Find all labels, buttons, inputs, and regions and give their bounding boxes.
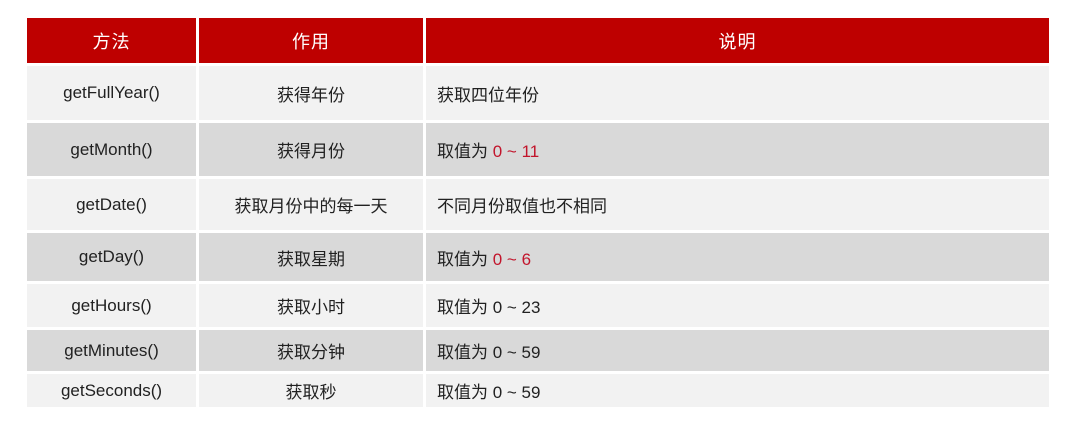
table-row: getSeconds() 获取秒 取值为 0 ~ 59 [27, 374, 1049, 407]
description-text: 取值为 [437, 142, 493, 161]
description-cell: 获取四位年份 [426, 66, 1049, 120]
method-cell: getMonth() [27, 123, 196, 176]
description-text: 不同月份取值也不相同 [437, 197, 607, 216]
description-cell: 取值为 0 ~ 59 [426, 374, 1049, 407]
method-cell: getMinutes() [27, 330, 196, 371]
method-cell: getHours() [27, 284, 196, 327]
column-header-method: 方法 [27, 18, 196, 63]
table-row: getDate() 获取月份中的每一天 不同月份取值也不相同 [27, 179, 1049, 230]
description-text: 获取四位年份 [437, 85, 539, 105]
table-row: getDay() 获取星期 取值为 0 ~ 6 [27, 233, 1049, 281]
table-row: getMinutes() 获取分钟 取值为 0 ~ 59 [27, 330, 1049, 371]
table-header-row: 方法 作用 说明 [27, 18, 1049, 63]
description-cell: 取值为 0 ~ 59 [426, 330, 1049, 371]
description-cell: 不同月份取值也不相同 [426, 179, 1049, 230]
description-highlight: 0 ~ 11 [492, 142, 540, 161]
description-text: 取值为 0 ~ 59 [437, 383, 541, 402]
role-cell: 获取分钟 [199, 330, 423, 371]
role-cell: 获得月份 [199, 123, 423, 176]
role-cell: 获得年份 [199, 66, 423, 120]
method-cell: getDate() [27, 179, 196, 230]
method-cell: getFullYear() [27, 66, 196, 120]
date-methods-table: 方法 作用 说明 getFullYear() 获得年份 获取四位年份 getMonth()… [24, 15, 1052, 410]
table-body: getFullYear() 获得年份 获取四位年份 getMonth() 获得月份 取值为… [27, 66, 1049, 407]
description-cell: 取值为 0 ~ 23 [426, 284, 1049, 327]
description-text: 取值为 [437, 249, 493, 269]
role-cell: 获取星期 [199, 233, 423, 281]
description-cell: 取值为 0 ~ 11 [426, 123, 1049, 176]
column-header-description: 说明 [426, 18, 1049, 63]
table-row: getMonth() 获得月份 取值为 0 ~ 11 [27, 123, 1049, 176]
role-cell: 获取秒 [199, 374, 423, 407]
table-row: getHours() 获取小时 取值为 0 ~ 23 [27, 284, 1049, 327]
description-highlight: 0 ~ 6 [492, 249, 532, 269]
method-cell: getSeconds() [27, 374, 196, 407]
table-row: getFullYear() 获得年份 获取四位年份 [27, 66, 1049, 120]
description-text: 取值为 0 ~ 59 [437, 343, 541, 362]
description-text: 取值为 0 ~ 23 [437, 298, 541, 317]
method-cell: getDay() [27, 233, 196, 281]
role-cell: 获取月份中的每一天 [199, 179, 423, 230]
role-cell: 获取小时 [199, 284, 423, 327]
column-header-role: 作用 [199, 18, 423, 63]
description-cell: 取值为 0 ~ 6 [426, 233, 1049, 281]
